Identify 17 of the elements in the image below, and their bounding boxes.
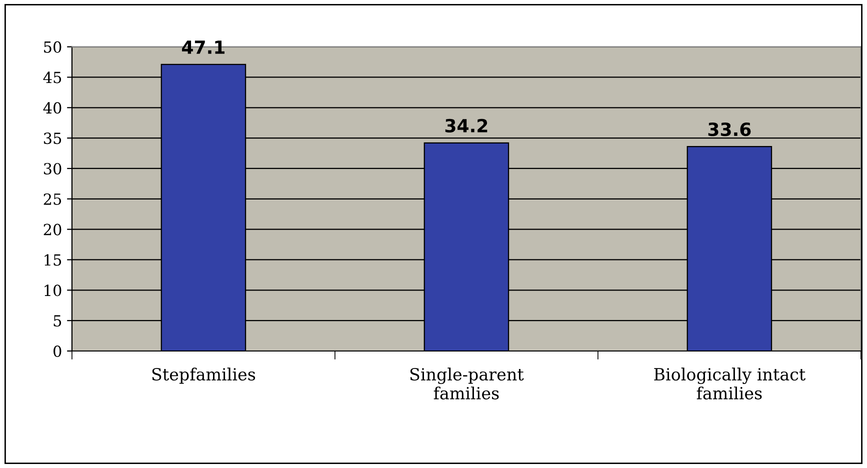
y-tick-label: 0 [54,345,62,358]
x-tick-label: Stepfamilies [152,368,256,384]
data-label: 33.6 [708,122,751,136]
x-tick-label: Single-parent families [410,368,524,400]
data-label: 34.2 [445,118,488,132]
y-tick-label: 25 [44,193,62,205]
y-tick-label: 30 [44,162,62,174]
y-tick-label: 45 [43,72,62,84]
y-tick-label: 5 [54,315,62,327]
data-label: 47.1 [182,40,224,54]
y-tick-label: 50 [44,41,62,53]
y-tick-label: 35 [44,132,62,144]
y-tick-label: 10 [44,284,62,296]
y-tick-label: 20 [44,224,62,236]
y-tick-label: 40 [43,102,62,114]
x-tick-label: Biologically intact families [654,368,806,400]
y-tick-label: 15 [44,254,62,266]
